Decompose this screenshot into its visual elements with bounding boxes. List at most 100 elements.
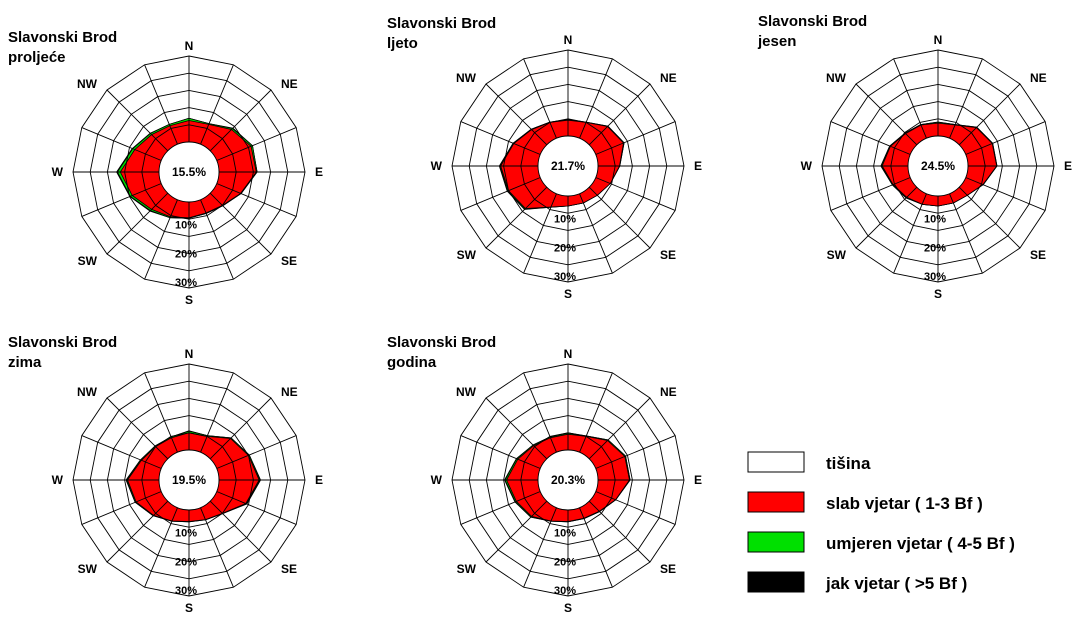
grid-spoke [523, 507, 557, 588]
compass-label-sw: SW [457, 562, 477, 576]
compass-label-w: W [801, 159, 813, 173]
compass-label-se: SE [660, 248, 676, 262]
compass-label-w: W [431, 473, 443, 487]
ring-label: 20% [554, 242, 576, 254]
compass-label-w: W [52, 165, 64, 179]
grid-spoke [965, 121, 1046, 155]
grid-spoke [579, 58, 613, 139]
compass-label-e: E [694, 159, 702, 173]
ring-label: 30% [554, 271, 576, 283]
grid-spoke [485, 83, 548, 146]
chart-title: Slavonski Brod jesen [757, 13, 867, 50]
compass-label-sw: SW [457, 248, 477, 262]
legend-label-umjeren: umjeren vjetar ( 4-5 Bf ) [826, 534, 1015, 553]
grid-spoke [965, 177, 1046, 211]
grid-spoke [106, 397, 169, 460]
wind-rose-zima: Slavonski Brod zima 19.5% 10% 20% 30% N NE E SE S S… [8, 334, 323, 615]
compass-label-s: S [564, 287, 572, 301]
wind-rose-prolje-e: Slavonski Brod proljeće 15.5% 10% 20% 30% N NE E… [8, 29, 323, 307]
chart-title: Slavonski Brod godina [387, 334, 496, 371]
compass-label-ne: NE [660, 71, 677, 85]
chart-title-line: godina [387, 354, 437, 371]
grid-spoke [523, 372, 557, 453]
grid-spoke [588, 83, 651, 146]
grid-spoke [106, 192, 169, 255]
grid-spoke [216, 435, 297, 469]
grid-spoke [200, 64, 234, 145]
chart-title-line: ljeto [387, 35, 418, 52]
calm-circle [907, 135, 969, 197]
grid-spoke [855, 83, 918, 146]
compass-label-sw: SW [78, 562, 98, 576]
grid-spoke [595, 435, 676, 469]
legend-swatch-jak [747, 571, 805, 593]
grid-spoke [209, 192, 272, 255]
grid-spoke [855, 186, 918, 249]
grid-spoke [595, 121, 676, 155]
grid-spoke [958, 83, 1021, 146]
compass-label-n: N [564, 347, 573, 361]
ring-label: 20% [175, 556, 197, 568]
compass-label-se: SE [281, 254, 297, 268]
chart-title: Slavonski Brod ljeto [387, 15, 496, 52]
ring-label: 30% [175, 585, 197, 597]
ring-label: 10% [175, 220, 197, 232]
grid-spoke [588, 397, 651, 460]
calm-value: 24.5% [921, 159, 955, 173]
grid-spoke [200, 372, 234, 453]
calm-value: 20.3% [551, 473, 585, 487]
ring-label: 30% [924, 271, 946, 283]
compass-label-w: W [431, 159, 443, 173]
ring-label: 30% [175, 277, 197, 289]
wind-rose-ljeto: Slavonski Brod ljeto 21.7% 10% 20% 30% N NE E SE S… [387, 15, 702, 301]
grid-spoke [209, 397, 272, 460]
compass-label-nw: NW [77, 385, 98, 399]
compass-label-nw: NW [826, 71, 847, 85]
grid-spoke [209, 89, 272, 152]
chart-title-line: Slavonski Brod [758, 13, 867, 30]
grid-spoke [81, 491, 162, 525]
grid-spoke [144, 199, 178, 280]
compass-label-s: S [185, 601, 193, 615]
legend-label-jak: jak vjetar ( >5 Bf ) [825, 574, 967, 593]
wind-rose-godina: Slavonski Brod godina 20.3% 10% 20% 30% N NE E SE… [387, 334, 702, 615]
compass-label-s: S [185, 293, 193, 307]
grid-spoke [216, 127, 297, 161]
compass-label-s: S [564, 601, 572, 615]
chart-title: Slavonski Brod proljeće [8, 29, 117, 66]
ring-label: 10% [554, 214, 576, 226]
chart-title-line: zima [8, 354, 42, 371]
compass-label-ne: NE [281, 385, 298, 399]
ring-label: 30% [554, 585, 576, 597]
grid-spoke [460, 491, 541, 525]
compass-label-e: E [315, 473, 323, 487]
grid-spoke [949, 58, 983, 139]
calm-value: 21.7% [551, 159, 585, 173]
wind-rose-jesen: Slavonski Brod jesen 24.5% 10% 20% 30% N NE E SE S… [757, 13, 1072, 301]
grid-spoke [216, 491, 297, 525]
grid-spoke [830, 177, 911, 211]
compass-label-se: SE [1030, 248, 1046, 262]
calm-circle [158, 449, 220, 511]
compass-label-nw: NW [77, 77, 98, 91]
compass-label-n: N [185, 39, 194, 53]
compass-label-se: SE [660, 562, 676, 576]
grid-spoke [81, 435, 162, 469]
grid-spoke [485, 500, 548, 563]
grid-spoke [595, 177, 676, 211]
chart-title-line: jesen [757, 33, 796, 50]
chart-title-line: Slavonski Brod [8, 29, 117, 46]
compass-label-e: E [1064, 159, 1072, 173]
compass-label-se: SE [281, 562, 297, 576]
grid-spoke [460, 177, 541, 211]
chart-title-line: Slavonski Brod [8, 334, 117, 351]
grid-spoke [460, 121, 541, 155]
legend-swatch-slab [747, 491, 805, 513]
grid-spoke [216, 183, 297, 217]
grid-spoke [200, 199, 234, 280]
grid-spoke [579, 372, 613, 453]
ring-label: 10% [175, 528, 197, 540]
grid-spoke [595, 491, 676, 525]
legend: tišina slab vjetar ( 1-3 Bf ) umjeren vjet… [747, 451, 1015, 593]
calm-value: 15.5% [172, 165, 206, 179]
